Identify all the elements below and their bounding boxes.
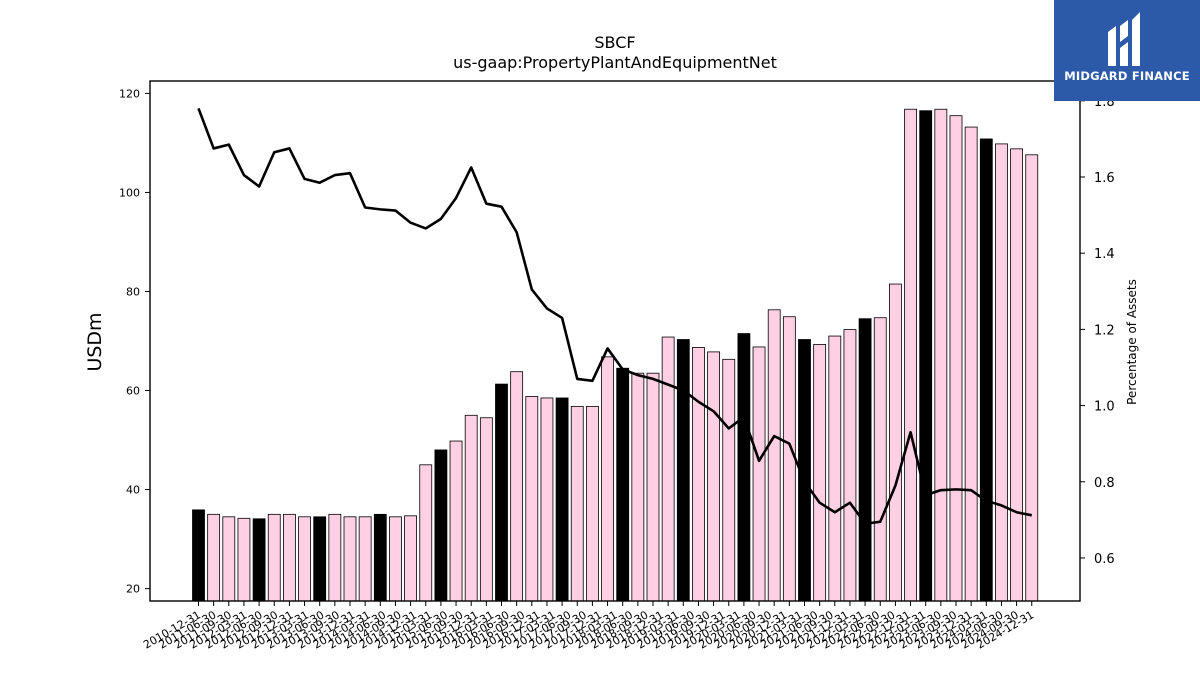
bar — [601, 356, 614, 602]
y-tick-label: 40 — [126, 484, 140, 497]
bar — [646, 372, 660, 602]
bar — [782, 316, 796, 602]
logo-mark-icon — [1108, 12, 1140, 66]
bar — [616, 367, 630, 602]
bar — [464, 414, 478, 602]
bar — [282, 513, 296, 602]
bar — [828, 335, 842, 602]
bar — [873, 317, 887, 602]
bar — [479, 417, 493, 602]
y2-tick-label: 0.6 — [1094, 552, 1115, 567]
bar — [722, 358, 736, 602]
bar — [692, 347, 705, 602]
bar — [192, 509, 205, 602]
bar — [313, 516, 327, 602]
bar — [525, 396, 539, 602]
y2-tick-label: 0.8 — [1094, 476, 1115, 491]
bar — [707, 351, 720, 602]
bar — [495, 383, 508, 602]
bar — [964, 126, 978, 602]
bar — [540, 397, 554, 602]
bar — [510, 371, 524, 602]
bar — [919, 110, 933, 602]
bar — [813, 344, 827, 602]
bar — [404, 515, 418, 602]
bar — [737, 333, 751, 602]
percent-line-series — [197, 107, 1033, 525]
y-axis-label: USDm — [84, 312, 106, 371]
chart-subtitle: us-gaap:PropertyPlantAndEquipmentNet — [453, 53, 777, 72]
bar — [676, 339, 690, 602]
bar — [995, 143, 1008, 602]
y-tick-label: 120 — [119, 87, 140, 100]
percent-line — [197, 107, 1033, 525]
bar — [934, 108, 948, 602]
bar — [949, 115, 963, 602]
y2-axis-label: Percentage of Assets — [1125, 279, 1139, 405]
y2-tick-label: 1.6 — [1094, 171, 1115, 186]
bar — [555, 397, 569, 602]
bar — [767, 309, 781, 602]
y-axis-ticks: 20 40 60 80 100 120 — [119, 87, 150, 596]
y2-tick-label: 1.4 — [1094, 247, 1115, 262]
bar — [858, 318, 872, 602]
bar — [419, 464, 433, 602]
y2-axis-ticks: 0.60.81.01.21.41.61.8 — [1080, 95, 1115, 567]
bar — [207, 513, 221, 602]
y-tick-label: 60 — [126, 385, 140, 398]
bar — [661, 336, 675, 602]
y2-tick-label: 1.2 — [1094, 323, 1115, 338]
bar — [904, 108, 917, 602]
y-tick-label: 80 — [126, 285, 140, 298]
bar — [237, 517, 251, 602]
bar — [843, 329, 857, 602]
bar — [1025, 154, 1039, 602]
bar — [358, 516, 372, 602]
bar — [267, 513, 281, 602]
brand-logo: MIDGARD FINANCE — [1054, 0, 1200, 101]
bar — [434, 449, 448, 602]
bar — [252, 518, 266, 602]
bar — [752, 346, 766, 602]
bar — [373, 513, 387, 602]
logo-text: MIDGARD FINANCE — [1064, 69, 1190, 83]
axes — [149, 80, 1081, 602]
y-tick-label: 100 — [119, 186, 140, 199]
bar — [222, 516, 236, 602]
bar — [889, 283, 902, 602]
bar — [449, 440, 463, 602]
bar — [570, 405, 584, 602]
bar — [343, 516, 357, 602]
bar — [389, 516, 402, 602]
plot-frame — [149, 80, 1081, 602]
y2-tick-label: 1.0 — [1094, 400, 1115, 415]
bar — [979, 138, 993, 602]
chart-title: SBCF — [594, 33, 635, 52]
bar — [328, 513, 342, 602]
y-tick-label: 20 — [126, 583, 140, 596]
bar — [1010, 148, 1023, 602]
bar — [631, 372, 645, 602]
bar — [586, 405, 599, 602]
x-axis-ticks: 2010-12-312011-06-302011-09-302012-03-31… — [141, 601, 1036, 652]
bar — [298, 516, 311, 602]
